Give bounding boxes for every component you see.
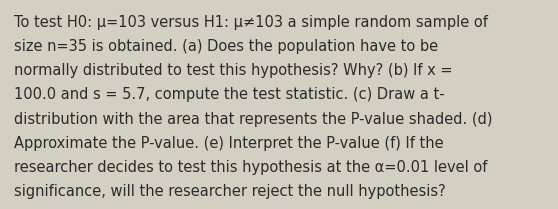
Text: researcher decides to test this hypothesis at the α=0.01 level of: researcher decides to test this hypothes… (14, 160, 487, 175)
Text: size n=35 is obtained. (a) Does the population have to be: size n=35 is obtained. (a) Does the popu… (14, 39, 438, 54)
Text: normally distributed to test this hypothesis? Why? (b) If x =: normally distributed to test this hypoth… (14, 63, 453, 78)
Text: To test H0: μ=103 versus H1: μ≠103 a simple random sample of: To test H0: μ=103 versus H1: μ≠103 a sim… (14, 15, 488, 30)
Text: significance, will the researcher reject the null hypothesis?: significance, will the researcher reject… (14, 184, 446, 199)
Text: Approximate the P-value. (e) Interpret the P-value (f) If the: Approximate the P-value. (e) Interpret t… (14, 136, 444, 151)
Text: distribution with the area that represents the P-value shaded. (d): distribution with the area that represen… (14, 112, 493, 127)
Text: 100.0 and s = 5.7, compute the test statistic. (c) Draw a t-: 100.0 and s = 5.7, compute the test stat… (14, 87, 445, 102)
